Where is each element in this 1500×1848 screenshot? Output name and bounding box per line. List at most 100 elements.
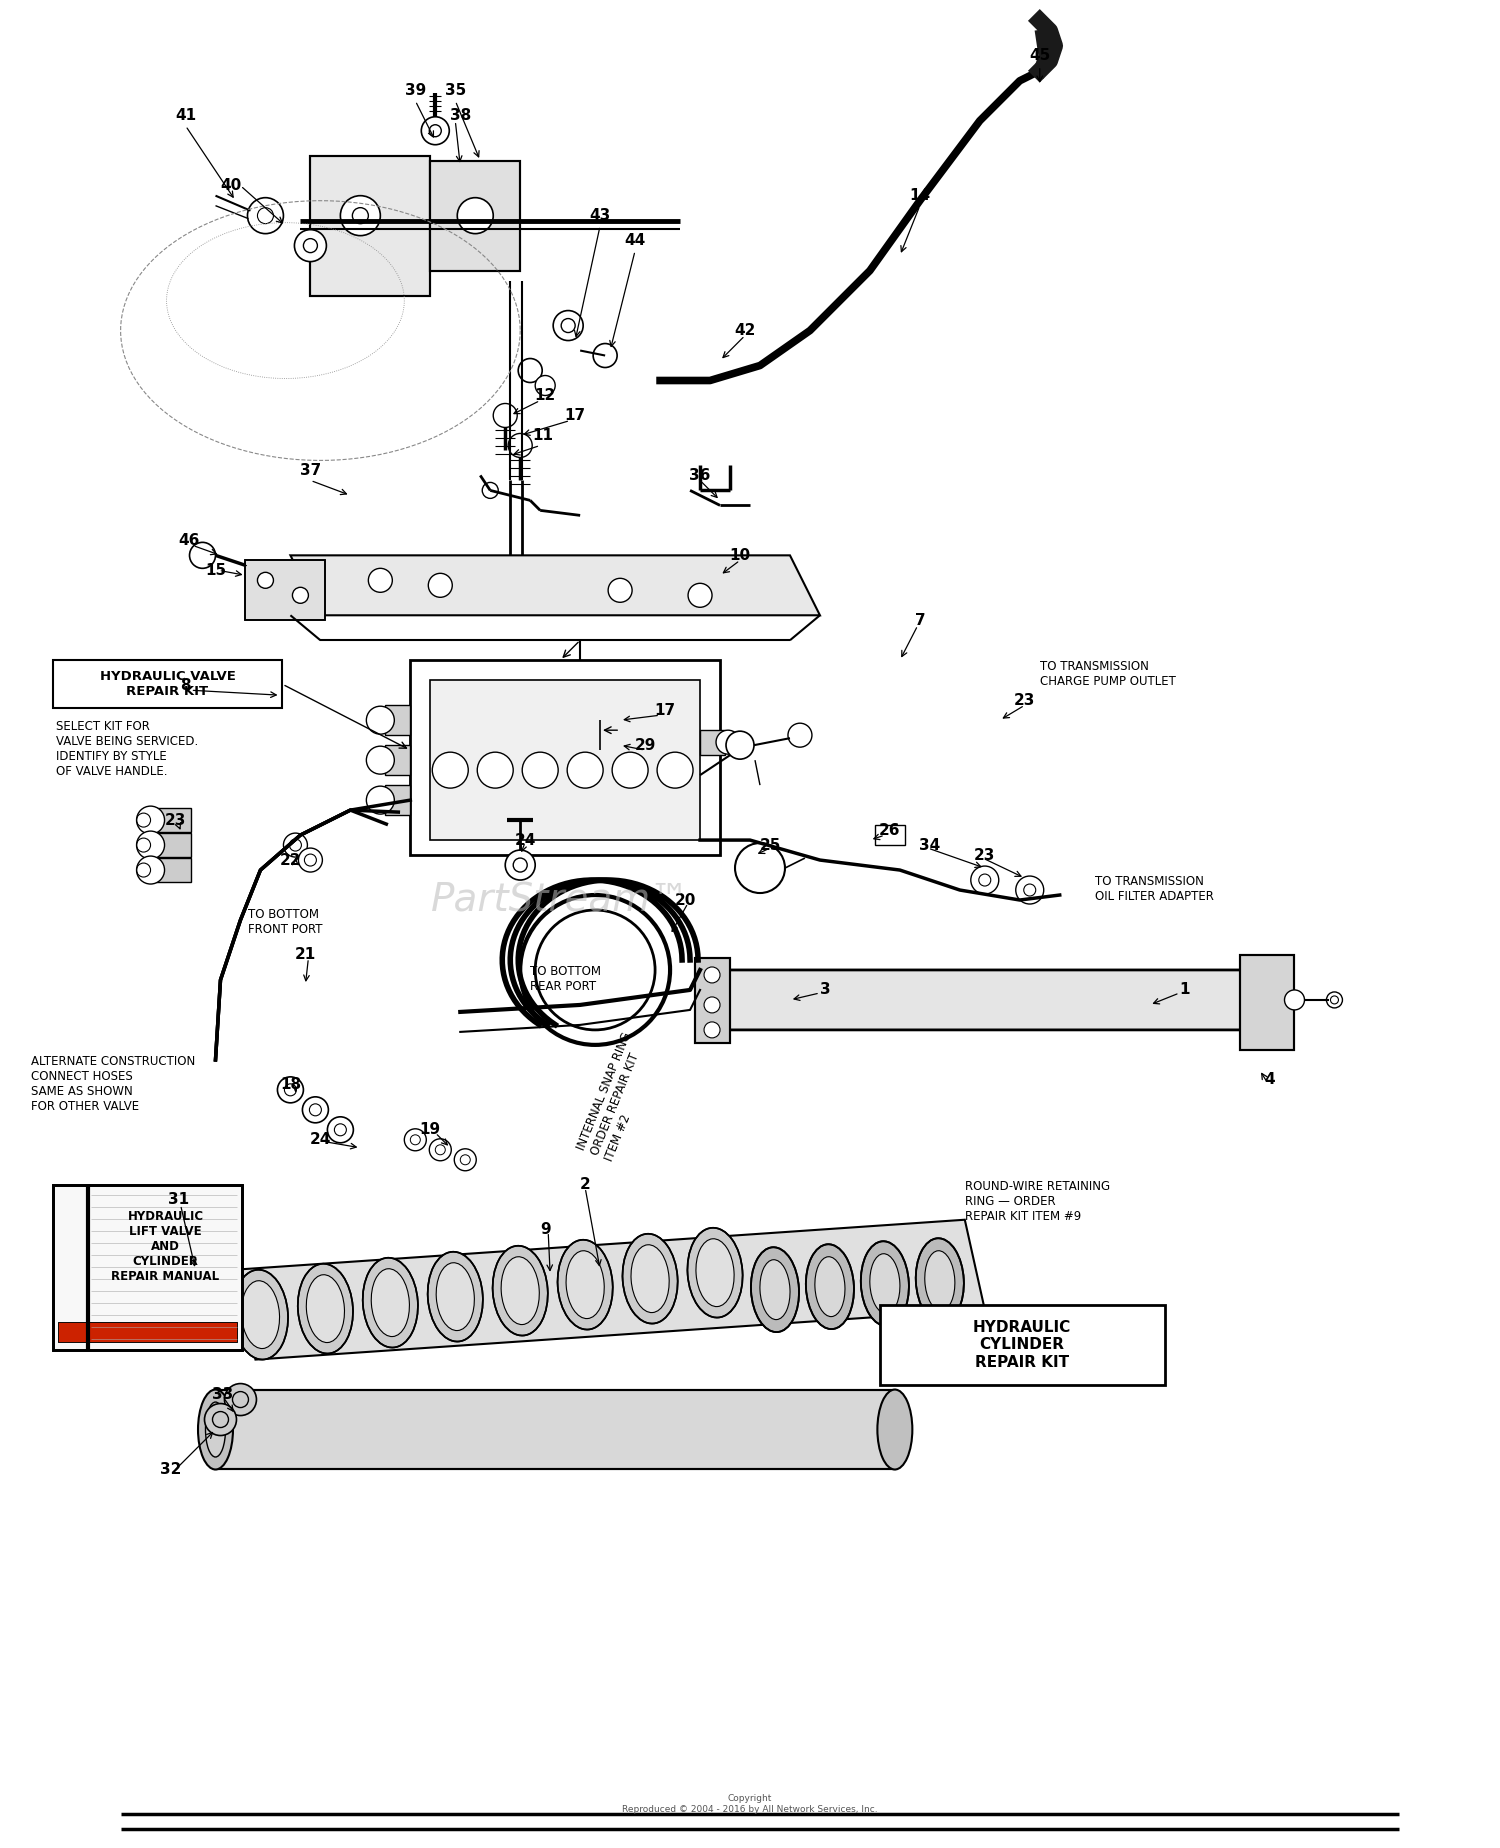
Circle shape: [518, 359, 542, 383]
Circle shape: [136, 806, 165, 833]
Text: 1: 1: [1179, 983, 1190, 998]
Text: 32: 32: [160, 1462, 182, 1477]
Text: 34: 34: [920, 837, 940, 852]
Text: 24: 24: [309, 1133, 332, 1148]
Bar: [246, 560, 326, 621]
Text: 42: 42: [735, 323, 756, 338]
Ellipse shape: [306, 1275, 345, 1342]
Ellipse shape: [752, 1247, 800, 1332]
Bar: [53, 1185, 243, 1349]
Circle shape: [429, 573, 453, 597]
Ellipse shape: [206, 1403, 225, 1456]
Bar: [386, 706, 411, 736]
Circle shape: [657, 752, 693, 787]
Bar: [874, 824, 904, 845]
Circle shape: [366, 706, 394, 734]
Ellipse shape: [878, 1390, 912, 1469]
Circle shape: [258, 573, 273, 588]
Ellipse shape: [566, 1251, 604, 1319]
Circle shape: [494, 403, 517, 427]
Circle shape: [340, 196, 381, 237]
Text: HYDRAULIC
LIFT VALVE
AND
CYLINDER
REPAIR MANUAL: HYDRAULIC LIFT VALVE AND CYLINDER REPAIR…: [111, 1210, 219, 1283]
Ellipse shape: [687, 1227, 742, 1318]
Text: 38: 38: [450, 109, 471, 124]
Text: 40: 40: [220, 177, 242, 194]
Bar: [430, 161, 520, 270]
Ellipse shape: [242, 1281, 279, 1349]
Circle shape: [520, 894, 670, 1044]
Circle shape: [608, 578, 631, 602]
Text: 23: 23: [165, 813, 186, 828]
Text: 7: 7: [915, 614, 926, 628]
Circle shape: [405, 1129, 426, 1151]
Text: TO TRANSMISSION
CHARGE PUMP OUTLET: TO TRANSMISSION CHARGE PUMP OUTLET: [1040, 660, 1176, 687]
Bar: [430, 680, 700, 841]
Text: 11: 11: [532, 429, 554, 444]
Bar: [57, 1321, 237, 1342]
Text: 45: 45: [1029, 48, 1050, 63]
Bar: [310, 155, 430, 296]
Bar: [1239, 955, 1294, 1050]
Ellipse shape: [870, 1253, 900, 1314]
Circle shape: [482, 482, 498, 499]
Ellipse shape: [363, 1258, 419, 1347]
Ellipse shape: [427, 1251, 483, 1342]
Bar: [386, 745, 411, 774]
Text: 9: 9: [540, 1222, 550, 1236]
Text: 46: 46: [178, 532, 200, 547]
Circle shape: [536, 375, 555, 395]
Text: 20: 20: [675, 893, 696, 907]
Ellipse shape: [861, 1242, 909, 1327]
Text: 22: 22: [279, 852, 302, 867]
Text: PartStream™: PartStream™: [430, 881, 690, 918]
Circle shape: [298, 848, 322, 872]
Ellipse shape: [696, 1238, 734, 1307]
Text: 39: 39: [405, 83, 426, 98]
Circle shape: [704, 996, 720, 1013]
Circle shape: [704, 967, 720, 983]
Text: 43: 43: [590, 209, 610, 224]
Circle shape: [303, 1098, 328, 1124]
Text: 23: 23: [974, 848, 996, 863]
Circle shape: [704, 1022, 720, 1039]
Text: 41: 41: [176, 109, 196, 124]
Text: Copyright
Reproduced © 2004 - 2016 by All Network Services, Inc.: Copyright Reproduced © 2004 - 2016 by Al…: [622, 1794, 878, 1815]
Bar: [694, 957, 730, 1042]
Circle shape: [225, 1384, 256, 1416]
Circle shape: [458, 198, 494, 233]
Circle shape: [716, 730, 740, 754]
Bar: [53, 660, 282, 708]
Circle shape: [1016, 876, 1044, 904]
Text: 17: 17: [564, 408, 585, 423]
Text: 18: 18: [280, 1077, 302, 1092]
Text: 44: 44: [624, 233, 645, 248]
Ellipse shape: [492, 1246, 548, 1336]
Circle shape: [258, 207, 273, 224]
Circle shape: [136, 856, 165, 883]
Circle shape: [369, 569, 393, 593]
Ellipse shape: [622, 1234, 678, 1323]
Polygon shape: [700, 970, 1280, 1029]
Ellipse shape: [232, 1270, 288, 1360]
Ellipse shape: [916, 1238, 964, 1323]
Bar: [694, 957, 730, 1042]
Text: 37: 37: [300, 462, 321, 479]
Text: INTERNAL SNAP RING
ORDER REPAIR KIT
ITEM #2: INTERNAL SNAP RING ORDER REPAIR KIT ITEM…: [574, 1029, 663, 1162]
Ellipse shape: [370, 1270, 410, 1336]
Text: ROUND-WIRE RETAINING
RING — ORDER
REPAIR KIT ITEM #9: ROUND-WIRE RETAINING RING — ORDER REPAIR…: [964, 1179, 1110, 1223]
Text: 2: 2: [580, 1177, 591, 1192]
Circle shape: [477, 752, 513, 787]
Text: 21: 21: [296, 948, 316, 963]
Circle shape: [735, 843, 784, 893]
Text: 4: 4: [1264, 1072, 1275, 1087]
Text: TO BOTTOM
FRONT PORT: TO BOTTOM FRONT PORT: [249, 907, 322, 937]
Circle shape: [970, 867, 999, 894]
Bar: [246, 560, 326, 621]
Text: 3: 3: [819, 983, 830, 998]
Bar: [700, 730, 724, 756]
Circle shape: [429, 1138, 451, 1161]
Text: HYDRAULIC
CYLINDER
REPAIR KIT: HYDRAULIC CYLINDER REPAIR KIT: [974, 1319, 1071, 1369]
Circle shape: [554, 310, 584, 340]
Circle shape: [788, 723, 812, 747]
Bar: [156, 857, 190, 881]
